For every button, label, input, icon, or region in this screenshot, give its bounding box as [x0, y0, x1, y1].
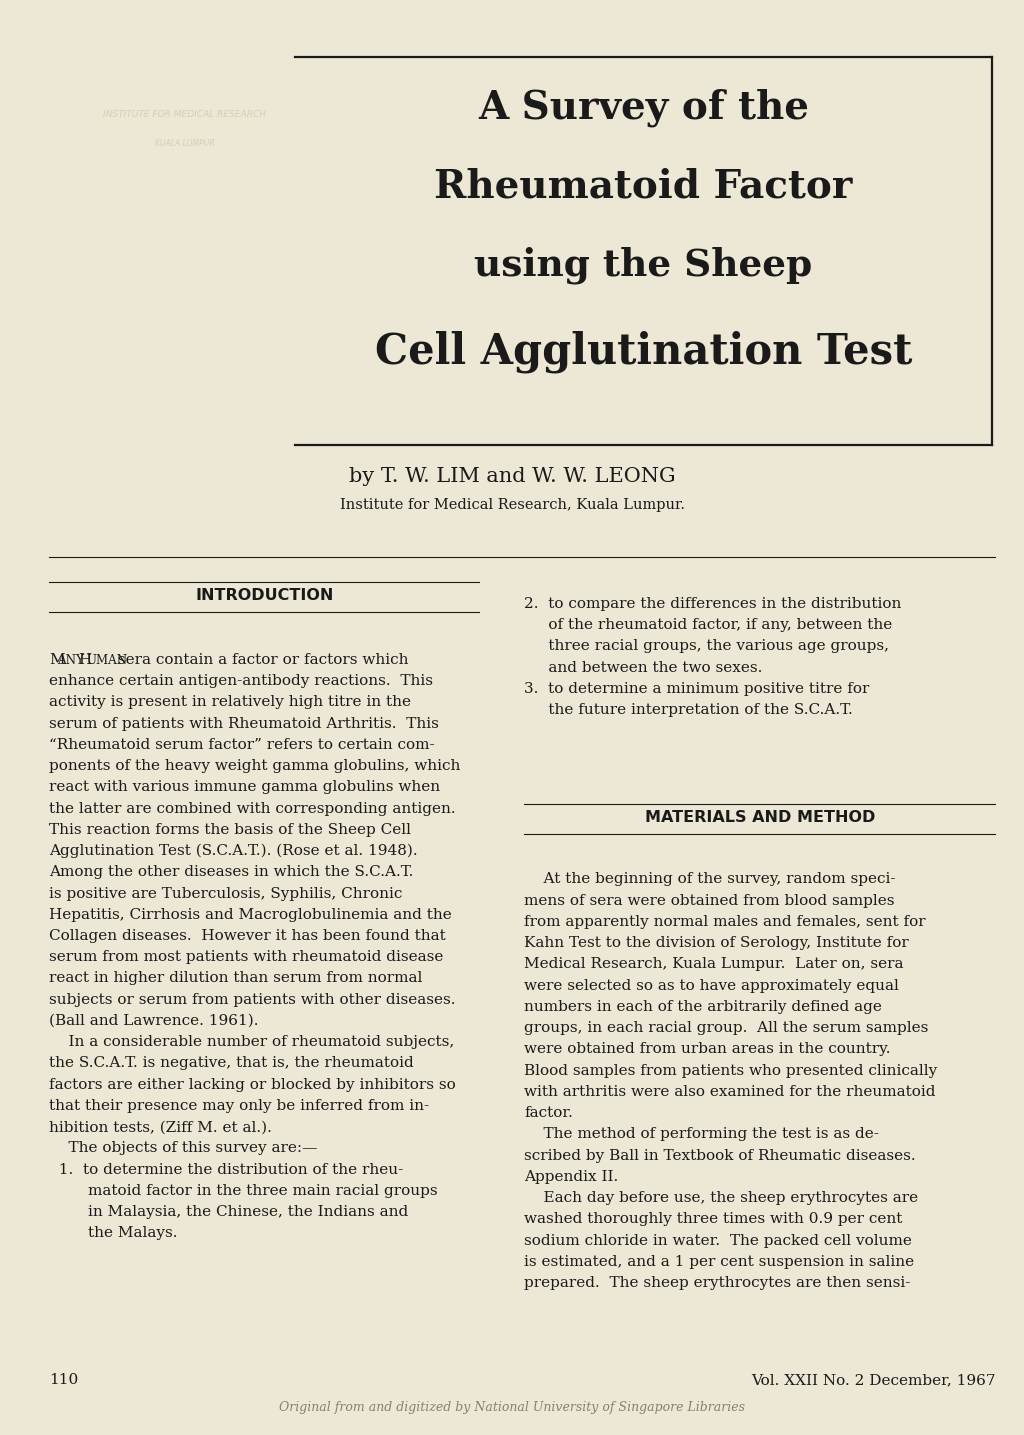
Text: react in higher dilution than serum from normal: react in higher dilution than serum from… — [49, 971, 423, 986]
Text: that their presence may only be inferred from in-: that their presence may only be inferred… — [49, 1099, 429, 1114]
Text: activity is present in relatively high titre in the: activity is present in relatively high t… — [49, 696, 412, 709]
Text: hibition tests, (Ziff M. et al.).: hibition tests, (Ziff M. et al.). — [49, 1121, 272, 1134]
Text: sodium chloride in water.  The packed cell volume: sodium chloride in water. The packed cel… — [524, 1234, 912, 1247]
Text: A Survey of the: A Survey of the — [478, 89, 809, 126]
Text: H: H — [78, 653, 91, 667]
Text: Blood samples from patients who presented clinically: Blood samples from patients who presente… — [524, 1063, 938, 1078]
Text: Among the other diseases in which the S.C.A.T.: Among the other diseases in which the S.… — [49, 865, 414, 880]
Text: the Malays.: the Malays. — [49, 1227, 177, 1240]
Text: Collagen diseases.  However it has been found that: Collagen diseases. However it has been f… — [49, 928, 445, 943]
Text: three racial groups, the various age groups,: three racial groups, the various age gro… — [524, 640, 889, 653]
Text: sera contain a factor or factors which: sera contain a factor or factors which — [113, 653, 409, 667]
Text: UMAN: UMAN — [86, 654, 127, 667]
Text: This reaction forms the basis of the Sheep Cell: This reaction forms the basis of the She… — [49, 822, 412, 837]
Text: the future interpretation of the S.C.A.T.: the future interpretation of the S.C.A.T… — [524, 703, 853, 718]
Text: from apparently normal males and females, sent for: from apparently normal males and females… — [524, 916, 926, 928]
Text: numbers in each of the arbitrarily defined age: numbers in each of the arbitrarily defin… — [524, 1000, 882, 1015]
Text: Rheumatoid Factor: Rheumatoid Factor — [434, 168, 853, 205]
Text: 3.  to determine a minimum positive titre for: 3. to determine a minimum positive titre… — [524, 682, 869, 696]
Text: 2.  to compare the differences in the distribution: 2. to compare the differences in the dis… — [524, 597, 902, 611]
Text: Cell Agglutination Test: Cell Agglutination Test — [375, 330, 912, 373]
Text: Each day before use, the sheep erythrocytes are: Each day before use, the sheep erythrocy… — [524, 1191, 919, 1205]
Text: mens of sera were obtained from blood samples: mens of sera were obtained from blood sa… — [524, 894, 895, 908]
Text: react with various immune gamma globulins when: react with various immune gamma globulin… — [49, 781, 440, 795]
Text: 110: 110 — [49, 1373, 79, 1388]
Text: is positive are Tuberculosis, Syphilis, Chronic: is positive are Tuberculosis, Syphilis, … — [49, 887, 402, 901]
Text: enhance certain antigen-antibody reactions.  This: enhance certain antigen-antibody reactio… — [49, 674, 433, 689]
Text: KUALA LUMPUR: KUALA LUMPUR — [155, 139, 214, 148]
Text: were selected so as to have approximately equal: were selected so as to have approximatel… — [524, 979, 899, 993]
Text: INTRODUCTION: INTRODUCTION — [195, 588, 334, 603]
Text: factors are either lacking or blocked by inhibitors so: factors are either lacking or blocked by… — [49, 1078, 456, 1092]
Text: of the rheumatoid factor, if any, between the: of the rheumatoid factor, if any, betwee… — [524, 618, 893, 633]
Text: the S.C.A.T. is negative, that is, the rheumatoid: the S.C.A.T. is negative, that is, the r… — [49, 1056, 414, 1071]
Text: groups, in each racial group.  All the serum samples: groups, in each racial group. All the se… — [524, 1022, 929, 1035]
Text: prepared.  The sheep erythrocytes are then sensi-: prepared. The sheep erythrocytes are the… — [524, 1276, 910, 1290]
Text: At the beginning of the survey, random speci-: At the beginning of the survey, random s… — [524, 872, 896, 887]
Text: matoid factor in the three main racial groups: matoid factor in the three main racial g… — [49, 1184, 438, 1198]
Text: by T. W. LIM and W. W. LEONG: by T. W. LIM and W. W. LEONG — [349, 466, 675, 486]
Text: Agglutination Test (S.C.A.T.). (Rose et al. 1948).: Agglutination Test (S.C.A.T.). (Rose et … — [49, 844, 418, 858]
Text: The method of performing the test is as de-: The method of performing the test is as … — [524, 1128, 880, 1141]
Text: MATERIALS AND METHOD: MATERIALS AND METHOD — [645, 811, 874, 825]
Text: ANY: ANY — [57, 654, 88, 667]
Text: Hepatitis, Cirrhosis and Macroglobulinemia and the: Hepatitis, Cirrhosis and Macroglobulinem… — [49, 908, 452, 921]
Text: washed thoroughly three times with 0.9 per cent: washed thoroughly three times with 0.9 p… — [524, 1213, 903, 1227]
Text: Institute for Medical Research, Kuala Lumpur.: Institute for Medical Research, Kuala Lu… — [340, 498, 684, 512]
Text: (Ball and Lawrence. 1961).: (Ball and Lawrence. 1961). — [49, 1015, 259, 1027]
Text: Appendix II.: Appendix II. — [524, 1170, 618, 1184]
Text: is estimated, and a 1 per cent suspension in saline: is estimated, and a 1 per cent suspensio… — [524, 1254, 914, 1269]
Text: factor.: factor. — [524, 1106, 573, 1121]
Text: using the Sheep: using the Sheep — [474, 247, 813, 284]
Text: the latter are combined with corresponding antigen.: the latter are combined with correspondi… — [49, 802, 456, 815]
Text: ponents of the heavy weight gamma globulins, which: ponents of the heavy weight gamma globul… — [49, 759, 461, 773]
Text: serum of patients with Rheumatoid Arthritis.  This: serum of patients with Rheumatoid Arthri… — [49, 716, 439, 730]
Text: serum from most patients with rheumatoid disease: serum from most patients with rheumatoid… — [49, 950, 443, 964]
Text: The objects of this survey are:—: The objects of this survey are:— — [49, 1141, 317, 1155]
Text: In a considerable number of rheumatoid subjects,: In a considerable number of rheumatoid s… — [49, 1035, 455, 1049]
Text: were obtained from urban areas in the country.: were obtained from urban areas in the co… — [524, 1042, 891, 1056]
Text: in Malaysia, the Chinese, the Indians and: in Malaysia, the Chinese, the Indians an… — [49, 1205, 409, 1220]
Text: Original from and digitized by National University of Singapore Libraries: Original from and digitized by National … — [279, 1401, 745, 1415]
Text: Kahn Test to the division of Serology, Institute for: Kahn Test to the division of Serology, I… — [524, 936, 909, 950]
Text: INSTITUTE FOR MEDICAL RESEARCH: INSTITUTE FOR MEDICAL RESEARCH — [102, 110, 266, 119]
Text: and between the two sexes.: and between the two sexes. — [524, 660, 763, 674]
Text: M: M — [49, 653, 65, 667]
Text: with arthritis were also examined for the rheumatoid: with arthritis were also examined for th… — [524, 1085, 936, 1099]
Text: “Rheumatoid serum factor” refers to certain com-: “Rheumatoid serum factor” refers to cert… — [49, 738, 435, 752]
Text: scribed by Ball in Textbook of Rheumatic diseases.: scribed by Ball in Textbook of Rheumatic… — [524, 1148, 915, 1162]
Text: 1.  to determine the distribution of the rheu-: 1. to determine the distribution of the … — [49, 1162, 403, 1177]
Text: subjects or serum from patients with other diseases.: subjects or serum from patients with oth… — [49, 993, 456, 1007]
Text: Vol. XXII No. 2 December, 1967: Vol. XXII No. 2 December, 1967 — [751, 1373, 995, 1388]
Text: Medical Research, Kuala Lumpur.  Later on, sera: Medical Research, Kuala Lumpur. Later on… — [524, 957, 904, 971]
